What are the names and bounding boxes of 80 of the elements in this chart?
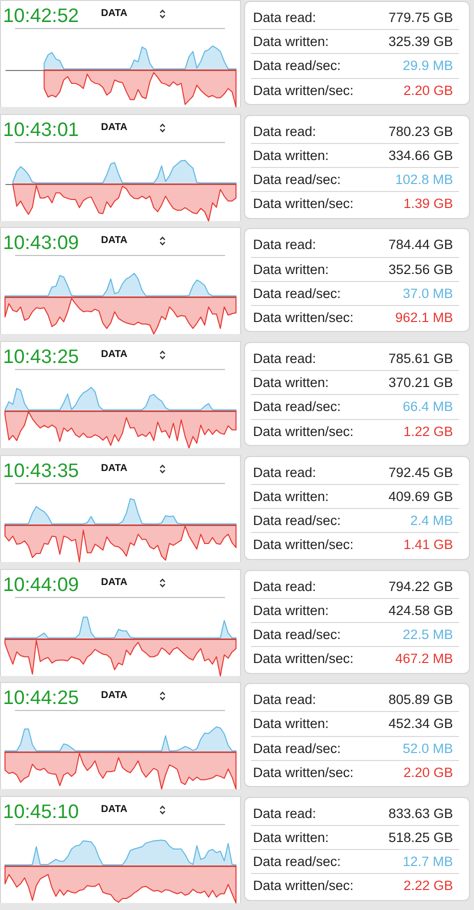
chart-title: 10:44:25 xyxy=(3,687,79,710)
chart-subtitle: DATA xyxy=(101,235,128,246)
chart-subtitle: DATA xyxy=(101,8,128,19)
text: Data written/sec: xyxy=(253,764,354,782)
text: Data written/sec: xyxy=(253,536,354,554)
text: Data read/sec: xyxy=(253,626,341,644)
text: Data read/sec: xyxy=(253,398,341,416)
text: 518.25 GB xyxy=(388,829,453,848)
text: 784.44 GB xyxy=(388,236,453,254)
chart-title: 10:42:52 xyxy=(3,5,79,27)
text: 102.8 MB xyxy=(395,171,453,190)
text: Data written: xyxy=(253,146,329,165)
text: Data written/sec: xyxy=(253,650,354,668)
text: 370.21 GB xyxy=(388,374,453,392)
text: 2.4 MB xyxy=(410,512,453,530)
text: 779.75 GB xyxy=(388,9,453,27)
text: Data written: xyxy=(253,602,329,620)
text: 1.41 GB xyxy=(403,536,453,554)
text: 1.39 GB xyxy=(403,195,453,214)
text: 29.9 MB xyxy=(402,57,453,76)
text: 1.22 GB xyxy=(403,422,453,441)
text: 2.22 GB xyxy=(403,877,453,896)
text: 2.20 GB xyxy=(403,764,453,782)
text: 452.34 GB xyxy=(388,715,453,734)
text: Data read: xyxy=(253,691,316,710)
text: 352.56 GB xyxy=(388,260,453,279)
chart-title: 10:45:10 xyxy=(3,800,79,823)
text: 962.1 MB xyxy=(395,308,453,327)
text: Data written/sec: xyxy=(253,195,354,214)
text: 52.0 MB xyxy=(402,740,453,758)
chart-subtitle: DATA xyxy=(101,462,128,474)
text: Data read: xyxy=(253,9,316,27)
text: Data written/sec: xyxy=(253,877,354,896)
text: 66.4 MB xyxy=(402,398,453,416)
chart-title: 10:44:09 xyxy=(3,574,79,596)
text: 794.22 GB xyxy=(388,578,453,596)
chart-subtitle: DATA xyxy=(101,122,128,133)
text: Data read/sec: xyxy=(253,284,341,303)
text: 792.45 GB xyxy=(388,464,453,482)
text: 424.58 GB xyxy=(388,602,453,620)
text: Data written: xyxy=(253,374,329,392)
text: 785.61 GB xyxy=(388,350,453,368)
text: 467.2 MB xyxy=(395,650,453,668)
chart-title: 10:43:01 xyxy=(3,118,79,141)
text: Data written: xyxy=(253,260,329,279)
text: Data written/sec: xyxy=(253,308,354,327)
text: 325.39 GB xyxy=(388,33,453,52)
text: Data read: xyxy=(253,236,316,254)
text: 12.7 MB xyxy=(402,853,453,872)
text: Data read: xyxy=(253,464,316,482)
text: Data read/sec: xyxy=(253,512,341,530)
chart-subtitle: DATA xyxy=(101,576,128,588)
text: Data read: xyxy=(253,804,316,823)
text: Data written: xyxy=(253,488,329,506)
text: Data read/sec: xyxy=(253,740,341,758)
chart-subtitle: DATA xyxy=(101,349,128,360)
text: Data read/sec: xyxy=(253,57,341,76)
text: Data written: xyxy=(253,829,329,848)
text: Data written/sec: xyxy=(253,422,354,441)
text: Data written: xyxy=(253,33,329,52)
chart-title: 10:43:35 xyxy=(3,460,79,482)
text: 334.66 GB xyxy=(388,146,453,165)
text: 22.5 MB xyxy=(402,626,453,644)
chart-title: 10:43:25 xyxy=(3,346,79,368)
text: Data read: xyxy=(253,578,316,596)
text: 37.0 MB xyxy=(402,284,453,303)
text: 805.89 GB xyxy=(388,691,453,710)
text: 780.23 GB xyxy=(388,122,453,141)
chart-subtitle: DATA xyxy=(101,690,128,702)
chart-title: 10:43:09 xyxy=(3,232,79,254)
text: 409.69 GB xyxy=(388,488,453,506)
text: Data read/sec: xyxy=(253,853,341,872)
chart-subtitle: DATA xyxy=(101,804,128,815)
text: Data read: xyxy=(253,350,316,368)
text: Data written: xyxy=(253,715,329,734)
text: 833.63 GB xyxy=(388,804,453,823)
text: Data read: xyxy=(253,122,316,141)
text: 2.20 GB xyxy=(403,82,453,100)
text: Data written/sec: xyxy=(253,82,354,100)
text: Data read/sec: xyxy=(253,171,341,190)
